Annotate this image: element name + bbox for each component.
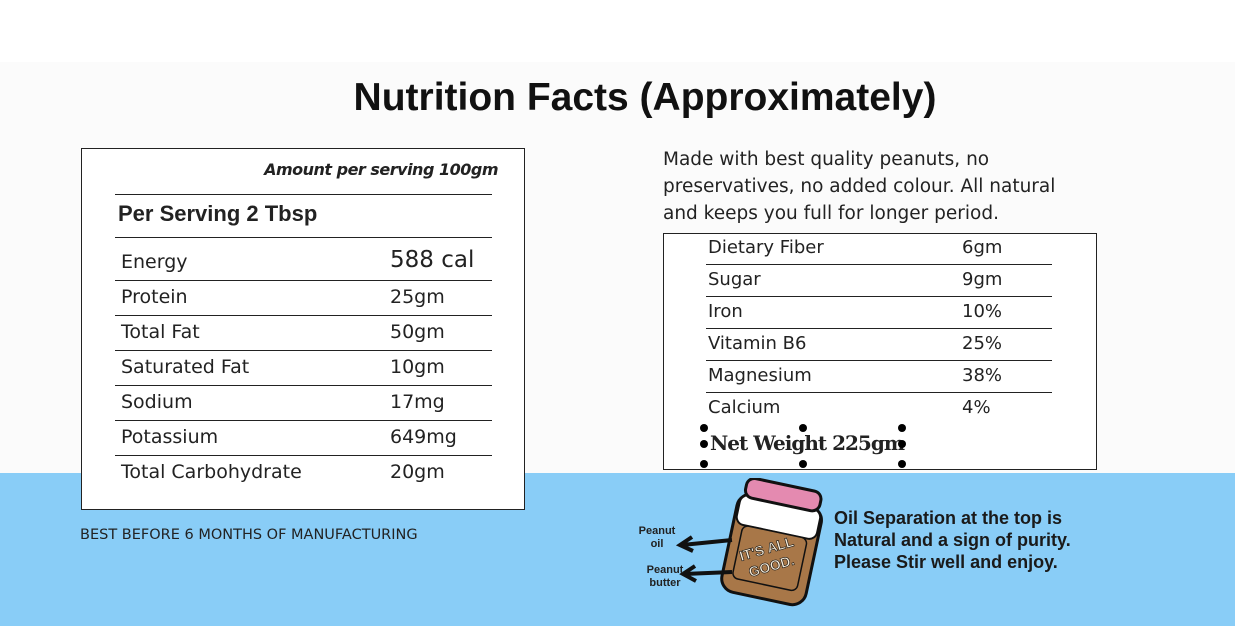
row-value: 17mg (390, 391, 445, 413)
row-value: 10gm (390, 356, 445, 378)
divider (115, 385, 492, 386)
handle[interactable] (700, 424, 708, 432)
row-label: Total Carbohydrate (121, 461, 302, 483)
table-subheader: Per Serving 2 Tbsp (118, 201, 318, 226)
table-header: Amount per serving 100gm (264, 160, 498, 179)
row-value: 20gm (390, 461, 445, 483)
footnote: BEST BEFORE 6 MONTHS OF MANUFACTURING (80, 527, 418, 543)
jar-illustration: IT'S ALL GOOD. (675, 478, 823, 607)
row-value: 4% (962, 397, 991, 418)
nutrition-table-2 (663, 233, 1097, 470)
arrow-label: Peanut oil (638, 525, 676, 550)
row-value: 9gm (962, 269, 1003, 290)
row-label: Protein (121, 286, 188, 308)
divider (115, 237, 492, 238)
divider (115, 420, 492, 421)
row-label: Sodium (121, 391, 193, 413)
row-value: 38% (962, 365, 1003, 386)
row-value: 25% (962, 333, 1003, 354)
row-label: Vitamin B6 (708, 333, 807, 354)
handle[interactable] (898, 440, 906, 448)
row-label: Potassium (121, 426, 219, 448)
row-value: 649mg (390, 426, 457, 448)
handle[interactable] (799, 424, 807, 432)
handle[interactable] (799, 460, 807, 468)
row-label: Saturated Fat (121, 356, 250, 378)
row-value: 10% (962, 301, 1003, 322)
row-label: Sugar (708, 269, 761, 290)
row-label: Total Fat (121, 321, 200, 343)
handle[interactable] (700, 460, 708, 468)
row-value: 588 cal (390, 247, 475, 273)
divider (115, 315, 492, 316)
net-weight[interactable]: Net Weight 225gm (710, 431, 905, 455)
divider (706, 264, 1052, 265)
nutrition-table (81, 148, 525, 510)
row-value: 6gm (962, 237, 1003, 258)
row-label: Dietary Fiber (708, 237, 824, 258)
divider (115, 280, 492, 281)
description: Made with best quality peanuts, no prese… (663, 149, 1056, 224)
row-label: Calcium (708, 397, 781, 418)
row-value: 50gm (390, 321, 445, 343)
arrow-label: Peanut butter (646, 564, 684, 589)
row-label: Iron (708, 301, 743, 322)
row-label: Energy (121, 251, 188, 273)
handle[interactable] (898, 460, 906, 468)
divider (115, 194, 492, 195)
row-value: 25gm (390, 286, 445, 308)
divider (706, 296, 1052, 297)
divider (115, 350, 492, 351)
note-line: Please Stir well and enjoy. (834, 552, 1058, 572)
title: Nutrition Facts (Approximately) (353, 76, 937, 119)
handle[interactable] (700, 440, 708, 448)
note-line: Natural and a sign of purity. (834, 530, 1071, 550)
divider (706, 328, 1052, 329)
divider (115, 455, 492, 456)
divider (706, 392, 1052, 393)
row-label: Magnesium (708, 365, 812, 386)
divider (706, 360, 1052, 361)
note-line: Oil Separation at the top is (834, 508, 1063, 528)
handle[interactable] (898, 424, 906, 432)
